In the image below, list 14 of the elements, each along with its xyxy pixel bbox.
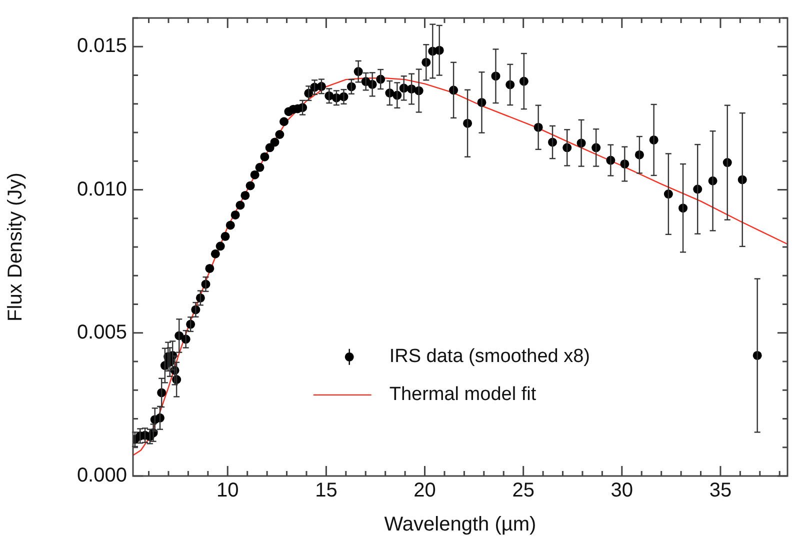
x-tick-label: 10	[216, 480, 239, 502]
y-tick-label: 0.000	[76, 464, 127, 487]
y-tick-label: 0.015	[76, 35, 127, 58]
y-tick-label: 0.005	[76, 321, 127, 344]
y-tick-label: 0.010	[76, 178, 127, 200]
y-axis-title: Flux Density (Jy)	[4, 172, 27, 322]
x-tick-label: 25	[512, 480, 534, 502]
legend-label: IRS data (smoothed x8)	[389, 346, 590, 368]
x-tick-label: 20	[414, 480, 436, 502]
x-tick-label: 35	[709, 480, 732, 502]
legend-label: Thermal model fit	[389, 384, 537, 406]
x-tick-label: 30	[610, 480, 634, 502]
x-axis-title: Wavelength (µm)	[384, 514, 536, 536]
x-tick-label: 15	[315, 480, 338, 502]
